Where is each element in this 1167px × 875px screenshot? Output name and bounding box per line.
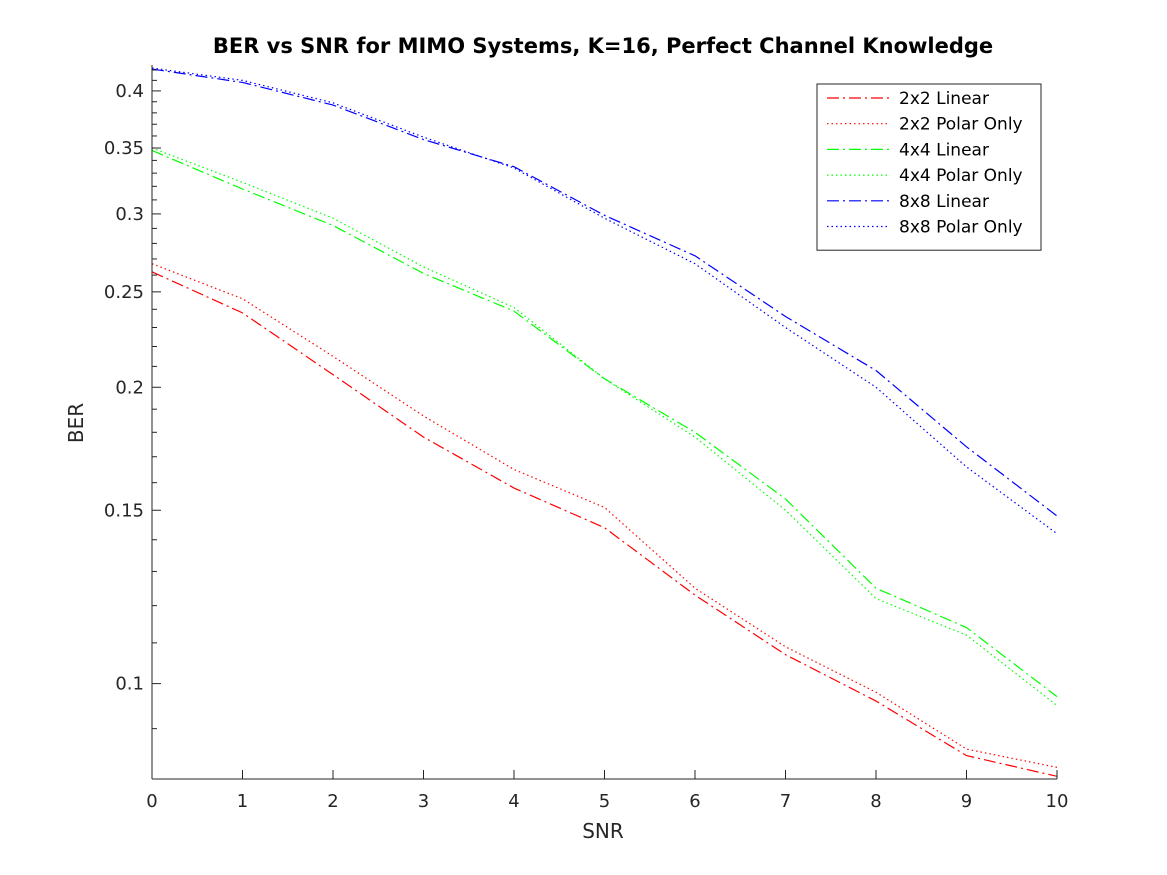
legend-label-4x4-linear: 4x4 Linear [899,140,989,160]
x-axis-label: SNR [582,819,624,843]
y-axis-label: BER [64,403,88,443]
series-group [151,67,1058,777]
x-tick-label: 6 [689,791,700,812]
legend-label-8x8-linear: 8x8 Linear [899,192,989,212]
legend: 2x2 Linear 2x2 Polar Only 4x4 Linear 4x4 Po… [816,83,1042,251]
series-line-8x8-polar-only [151,67,1058,535]
series-line-8x8-linear [151,68,1058,517]
y-tick-label: 0.3 [115,204,144,225]
x-tick-label: 0 [146,791,157,812]
x-tick-label: 4 [508,791,519,812]
x-tick-label: 7 [780,791,791,812]
legend-label-2x2-polar-only: 2x2 Polar Only [899,115,1023,135]
x-tick-label: 9 [961,791,972,812]
series-line-4x4-linear [151,149,1058,698]
x-tick-label: 5 [599,791,610,812]
x-tick-label: 10 [1046,791,1069,812]
x-tick-label: 1 [237,791,248,812]
y-tick-label: 0.4 [115,81,144,102]
legend-label-8x8-polar-only: 8x8 Polar Only [899,218,1023,238]
x-tick-label: 3 [418,791,429,812]
legend-box [816,83,1042,251]
legend-label-2x2-linear: 2x2 Linear [899,89,989,109]
y-tick-label: 0.35 [104,138,144,159]
x-tick-label: 8 [870,791,881,812]
x-tick-label: 2 [327,791,338,812]
y-tick-label: 0.15 [104,500,144,521]
y-tick-label: 0.1 [115,674,144,695]
y-tick-label: 0.2 [115,377,144,398]
y-tick-label: 0.25 [104,282,144,303]
chart-title: BER vs SNR for MIMO Systems, K=16, Perfe… [213,34,993,58]
axes-group: 0 1 2 3 4 5 6 7 8 9 10 0.1 0.15 0.2 0.25 0.3 0.35 0.4 [104,65,1069,812]
legend-label-4x4-polar-only: 4x4 Polar Only [899,166,1023,186]
